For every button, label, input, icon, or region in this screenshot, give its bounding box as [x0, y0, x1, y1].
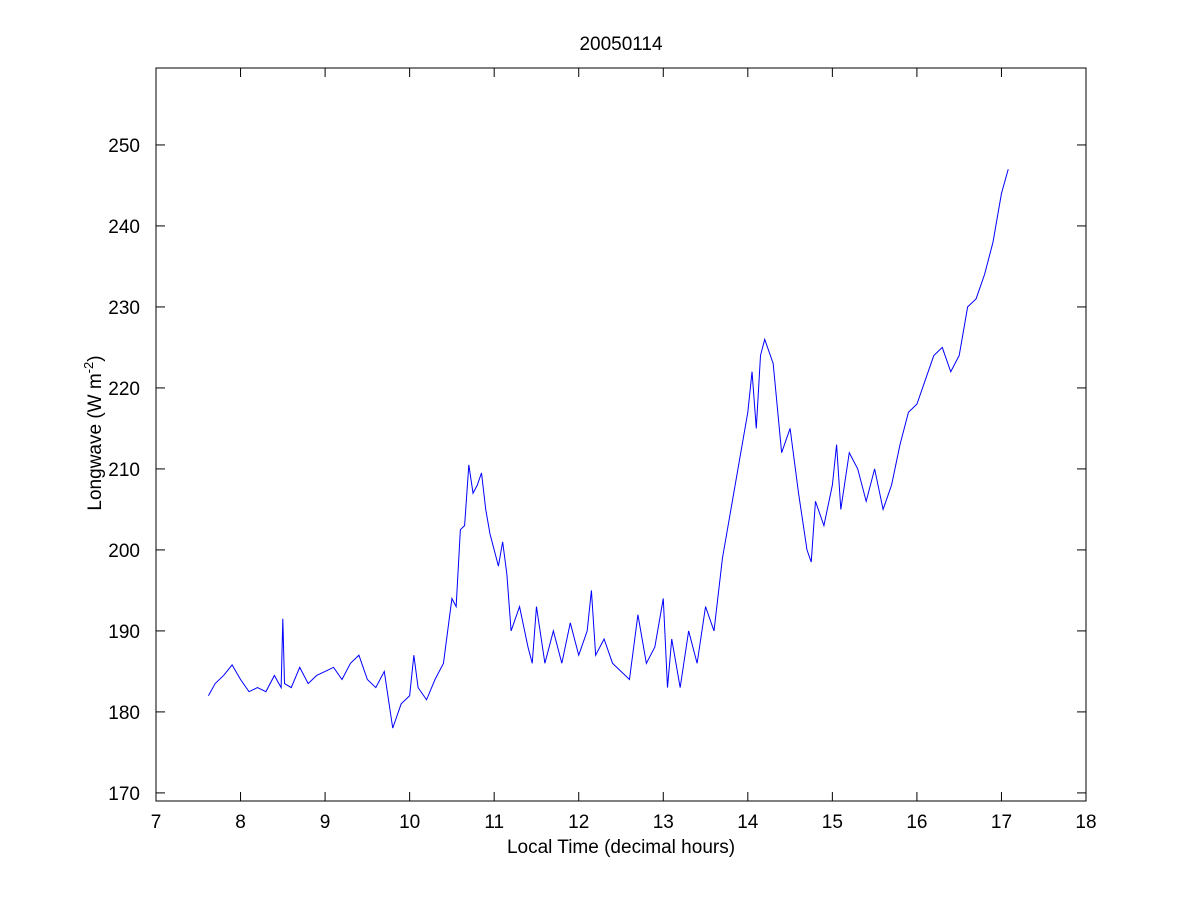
y-axis-label: Longwave (W m-2): [81, 355, 106, 510]
x-tick-label: 12: [568, 812, 589, 833]
y-tick-label: 180: [108, 703, 140, 724]
x-tick-label: 11: [484, 812, 504, 833]
x-tick-label: 7: [151, 812, 162, 833]
x-tick-label: 16: [906, 812, 927, 833]
y-axis-label-sup: -2: [81, 362, 96, 374]
x-tick-label: 18: [1075, 812, 1096, 833]
x-tick-label: 10: [399, 812, 420, 833]
x-tick-label: 9: [320, 812, 331, 833]
plot-frame: [155, 67, 1087, 802]
y-tick-label: 240: [108, 217, 140, 238]
y-tick-label: 170: [108, 784, 140, 805]
y-tick-label: 190: [108, 622, 140, 643]
data-line: [207, 169, 1009, 729]
y-axis-label-end: ): [85, 355, 106, 361]
y-tick-label: 220: [108, 379, 140, 400]
y-tick-label: 210: [108, 460, 140, 481]
x-axis-label: Local Time (decimal hours): [507, 837, 735, 858]
y-tick-label: 230: [108, 298, 140, 319]
x-tick-label: 15: [822, 812, 843, 833]
y-axis-label-text: Longwave (W m: [85, 373, 106, 510]
x-tick-label: 13: [653, 812, 674, 833]
x-tick-label: 14: [737, 812, 759, 833]
x-tick-label: 17: [991, 812, 1012, 833]
y-tick-label: 250: [108, 136, 140, 157]
y-tick-label: 200: [108, 541, 140, 562]
chart-title: 20050114: [579, 34, 663, 55]
x-tick-label: 8: [235, 812, 246, 833]
